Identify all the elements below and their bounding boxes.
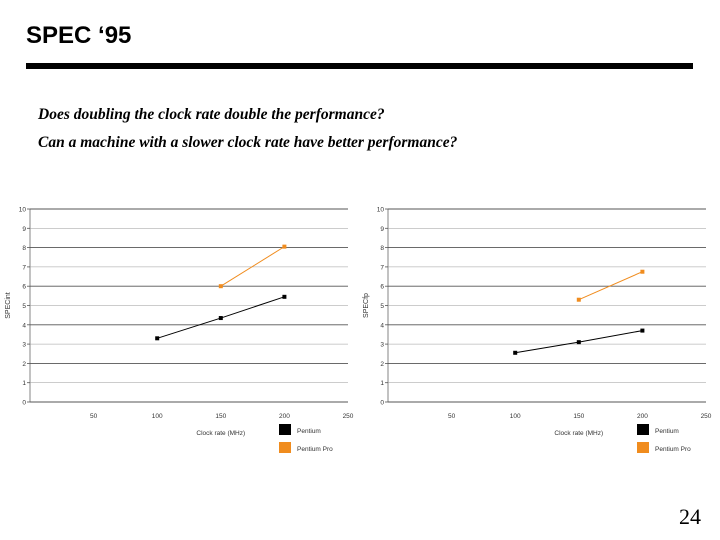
y-tick-label: 4: [380, 322, 384, 329]
legend-label-pentium: Pentium: [297, 428, 321, 435]
legend-label-pentium: Pentium: [655, 428, 679, 435]
y-axis-label: SPECint: [5, 292, 12, 319]
y-tick-label: 8: [22, 245, 26, 252]
series-line-pentium-pro: [578, 271, 643, 301]
question-2: Can a machine with a slower clock rate h…: [38, 134, 458, 151]
question-1: Does doubling the clock rate double the …: [38, 106, 385, 123]
y-tick-label: 4: [22, 322, 26, 329]
page-number: 24: [679, 504, 701, 529]
y-tick-label: 0: [380, 400, 384, 407]
y-tick-label: 9: [380, 226, 384, 233]
x-tick-label: 200: [637, 413, 648, 420]
y-tick-label: 10: [377, 207, 385, 214]
specint-chart: 0 1 2 3 4 5 6 7 8 9 10 50 100 150 200 250 Clock rate (MH…: [5, 207, 354, 453]
legend-label-pentium-pro: Pentium Pro: [297, 446, 333, 453]
x-tick-label: 100: [152, 413, 163, 420]
y-tick-label: 5: [380, 303, 384, 310]
data-point-pentium: [513, 350, 518, 355]
legend-swatch-pentium: [279, 424, 291, 435]
x-tick-label: 150: [573, 413, 584, 420]
data-point-pentium-pro: [218, 284, 223, 289]
legend-swatch-pentium-pro: [637, 442, 649, 453]
x-tick-label: 250: [701, 413, 712, 420]
x-tick-label: 50: [90, 413, 98, 420]
y-tick-label: 1: [380, 380, 384, 387]
y-tick-label: 3: [22, 342, 26, 349]
y-tick-label: 3: [380, 342, 384, 349]
legend-swatch-pentium-pro: [279, 442, 291, 453]
y-tick-label: 7: [380, 264, 384, 271]
legend-label-pentium-pro: Pentium Pro: [655, 446, 691, 453]
data-point-pentium: [576, 340, 581, 345]
series-line-pentium-pro: [220, 246, 285, 287]
y-axis-label: SPECfp: [363, 293, 370, 318]
y-tick-label: 2: [22, 361, 26, 368]
y-tick-label: 5: [22, 303, 26, 310]
data-point-pentium: [155, 336, 160, 341]
slide-title: SPEC ‘95: [26, 22, 132, 49]
x-tick-label: 50: [448, 413, 456, 420]
data-point-pentium-pro: [282, 244, 287, 249]
y-tick-label: 10: [19, 207, 27, 214]
y-tick-label: 6: [380, 284, 384, 291]
data-point-pentium: [640, 328, 645, 333]
y-tick-label: 6: [22, 284, 26, 291]
data-point-pentium-pro: [576, 297, 581, 302]
y-tick-label: 2: [380, 361, 384, 368]
y-tick-label: 7: [22, 264, 26, 271]
data-point-pentium-pro: [640, 269, 645, 274]
y-tick-label: 8: [380, 245, 384, 252]
specfp-chart: 0 1 2 3 4 5 6 7 8 9 10 50 100 150 200 250 Clock rate (MH…: [363, 207, 712, 453]
data-point-pentium: [218, 316, 223, 321]
y-tick-label: 1: [22, 380, 26, 387]
y-tick-label: 9: [22, 226, 26, 233]
x-axis-label: Clock rate (MHz): [554, 430, 603, 437]
x-tick-label: 250: [343, 413, 354, 420]
data-point-pentium: [282, 294, 287, 299]
y-tick-label: 0: [22, 400, 26, 407]
x-tick-label: 150: [215, 413, 226, 420]
x-tick-label: 100: [510, 413, 521, 420]
x-tick-label: 200: [279, 413, 290, 420]
x-axis-label: Clock rate (MHz): [196, 430, 245, 437]
title-rule: [26, 63, 693, 69]
legend-swatch-pentium: [637, 424, 649, 435]
